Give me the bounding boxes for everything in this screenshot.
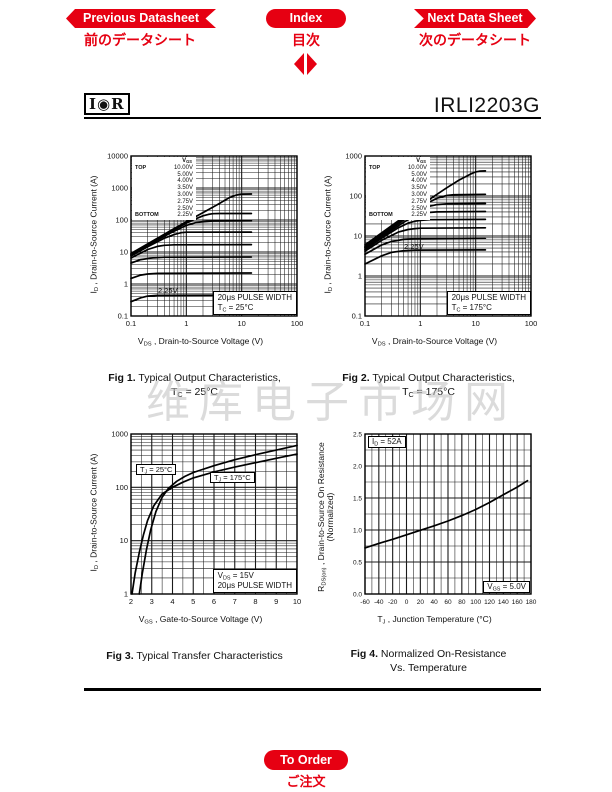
gear-icon: ◉	[97, 95, 112, 113]
nav-right-arrow-icon[interactable]	[307, 53, 317, 75]
svg-text:1: 1	[124, 590, 128, 599]
footer-rule	[84, 688, 541, 691]
index-button[interactable]: Index	[266, 9, 346, 28]
svg-text:5: 5	[191, 597, 195, 606]
fig1-legend: VGS TOP 10.00V 5.00V 4.00V 3.50V 3.00V 2.…	[132, 157, 196, 221]
svg-text:60: 60	[444, 599, 452, 606]
fig2-plot-area: 0.1 1 10 100 0.1 1 10 100 1000 VGS TOP 10.00V 5.0…	[332, 150, 537, 335]
svg-text:7: 7	[233, 597, 237, 606]
svg-text:10: 10	[354, 232, 362, 241]
svg-text:20: 20	[417, 599, 425, 606]
order-jp-label: ご注文	[286, 774, 326, 789]
fig4-caption: Fig 4. Normalized On-Resistance Vs. Temp…	[350, 648, 507, 674]
svg-text:100: 100	[115, 483, 128, 492]
fig2-caption: Fig 2. Typical Output Characteristics, T…	[342, 372, 515, 399]
next-jp-label: 次のデータシート	[419, 32, 531, 48]
fig4-condition-vgs: VGS = 5.0V	[483, 581, 530, 593]
svg-text:0.5: 0.5	[353, 560, 362, 567]
svg-text:100: 100	[349, 192, 362, 201]
fig1-chart: ID , Drain-to-Source Current (A) 0.1 1 10 1…	[86, 150, 304, 348]
fig3-note: VDS = 15V 20μs PULSE WIDTH	[212, 569, 297, 593]
fig2-annotation: 2.25V	[404, 242, 424, 251]
index-jp-label: 目次	[292, 32, 320, 48]
svg-text:1: 1	[184, 319, 188, 328]
svg-text:2: 2	[129, 597, 133, 606]
fig2-note: 20μs PULSE WIDTH TC = 175°C	[446, 291, 531, 315]
fig3-caption: Fig 3. Typical Transfer Characteristics	[106, 650, 283, 662]
fig3-plot: 2 3 4 5 6 7 8 9 10 1 10 100 1000	[111, 430, 301, 607]
fig2-x-axis-label: VDS , Drain-to-Source Voltage (V)	[371, 336, 498, 348]
fig1-note: 20μs PULSE WIDTH TC = 25°C	[212, 291, 297, 315]
svg-text:1: 1	[124, 280, 128, 289]
svg-text:4: 4	[170, 597, 174, 606]
svg-text:160: 160	[512, 599, 523, 606]
svg-text:140: 140	[498, 599, 509, 606]
svg-text:1.0: 1.0	[353, 528, 362, 535]
svg-text:100: 100	[525, 319, 537, 328]
header-rule	[84, 117, 541, 119]
to-order-button[interactable]: To Order	[264, 750, 348, 770]
svg-text:0.1: 0.1	[352, 312, 362, 321]
previous-datasheet-button[interactable]: Previous Datasheet	[66, 9, 216, 28]
svg-text:1000: 1000	[111, 184, 128, 193]
svg-text:-40: -40	[374, 599, 384, 606]
svg-text:0.1: 0.1	[126, 319, 136, 328]
svg-text:10: 10	[293, 597, 301, 606]
svg-text:-60: -60	[360, 599, 370, 606]
svg-text:2.0: 2.0	[353, 464, 362, 471]
fig2-chart: ID , Drain-to-Source Current (A) 0.1 1 10 1…	[320, 150, 538, 348]
fig3-label-175c: TJ = 175°C	[210, 472, 255, 483]
svg-text:2.5: 2.5	[353, 432, 362, 439]
svg-text:1: 1	[358, 272, 362, 281]
svg-text:10: 10	[471, 319, 479, 328]
nav-left-arrow-icon[interactable]	[294, 53, 304, 75]
svg-text:1.5: 1.5	[353, 496, 362, 503]
svg-text:10: 10	[120, 536, 128, 545]
previous-jp-label: 前のデータシート	[84, 32, 196, 48]
nav-diamond-icon[interactable]	[294, 53, 317, 75]
svg-text:1: 1	[418, 319, 422, 328]
part-number-title: IRLI2203G	[433, 94, 540, 117]
svg-text:10: 10	[120, 248, 128, 257]
svg-text:0.1: 0.1	[360, 319, 370, 328]
fig1-x-axis-label: VDS , Drain-to-Source Voltage (V)	[137, 336, 264, 348]
fig3-plot-area: 2 3 4 5 6 7 8 9 10 1 10 100 1000 TJ = 25°C TJ = 175°…	[98, 428, 303, 613]
svg-text:1000: 1000	[345, 152, 362, 161]
fig4-plot-area: -60 -40 -20 0 20 40 60 80 100 120 140 160 180 0.0 0.5 1…	[332, 428, 537, 613]
svg-text:6: 6	[212, 597, 216, 606]
svg-text:180: 180	[526, 599, 537, 606]
svg-text:8: 8	[253, 597, 257, 606]
svg-text:9: 9	[274, 597, 278, 606]
fig3-x-axis-label: VGS , Gate-to-Source Voltage (V)	[138, 614, 263, 626]
svg-text:100: 100	[470, 599, 481, 606]
svg-text:0: 0	[405, 599, 409, 606]
fig4-x-axis-label: TJ , Junction Temperature (°C)	[377, 614, 492, 626]
svg-text:10000: 10000	[107, 152, 128, 161]
svg-text:0.0: 0.0	[353, 592, 362, 599]
svg-text:-20: -20	[388, 599, 398, 606]
svg-text:100: 100	[115, 216, 128, 225]
svg-text:0.1: 0.1	[118, 312, 128, 321]
fig4-condition-id: ID = 52A	[368, 436, 406, 448]
fig1-caption: Fig 1. Typical Output Characteristics, T…	[108, 372, 281, 399]
fig4-chart: RDS(on) , Drain-to-Source On Resistance …	[316, 428, 537, 626]
ir-logo: I◉R	[84, 93, 130, 115]
fig2-legend: VGS TOP 10.00V 5.00V 4.00V 3.50V 3.00V 2.…	[366, 157, 430, 221]
fig3-label-25c: TJ = 25°C	[136, 464, 177, 475]
svg-text:40: 40	[431, 599, 439, 606]
fig1-plot-area: 0.1 1 10 100 0.1 1 10 100 1000 10000 VGS TOP 10.00…	[98, 150, 303, 335]
svg-text:100: 100	[291, 319, 303, 328]
svg-text:1000: 1000	[111, 430, 128, 439]
fig4-plot: -60 -40 -20 0 20 40 60 80 100 120 140 160 180 0.0 0.5 1…	[353, 432, 537, 607]
svg-text:120: 120	[484, 599, 495, 606]
svg-text:80: 80	[458, 599, 466, 606]
fig1-annotation: 2.25V	[158, 286, 178, 295]
next-datasheet-button[interactable]: Next Data Sheet	[414, 9, 536, 28]
svg-text:3: 3	[150, 597, 154, 606]
svg-text:10: 10	[237, 319, 245, 328]
